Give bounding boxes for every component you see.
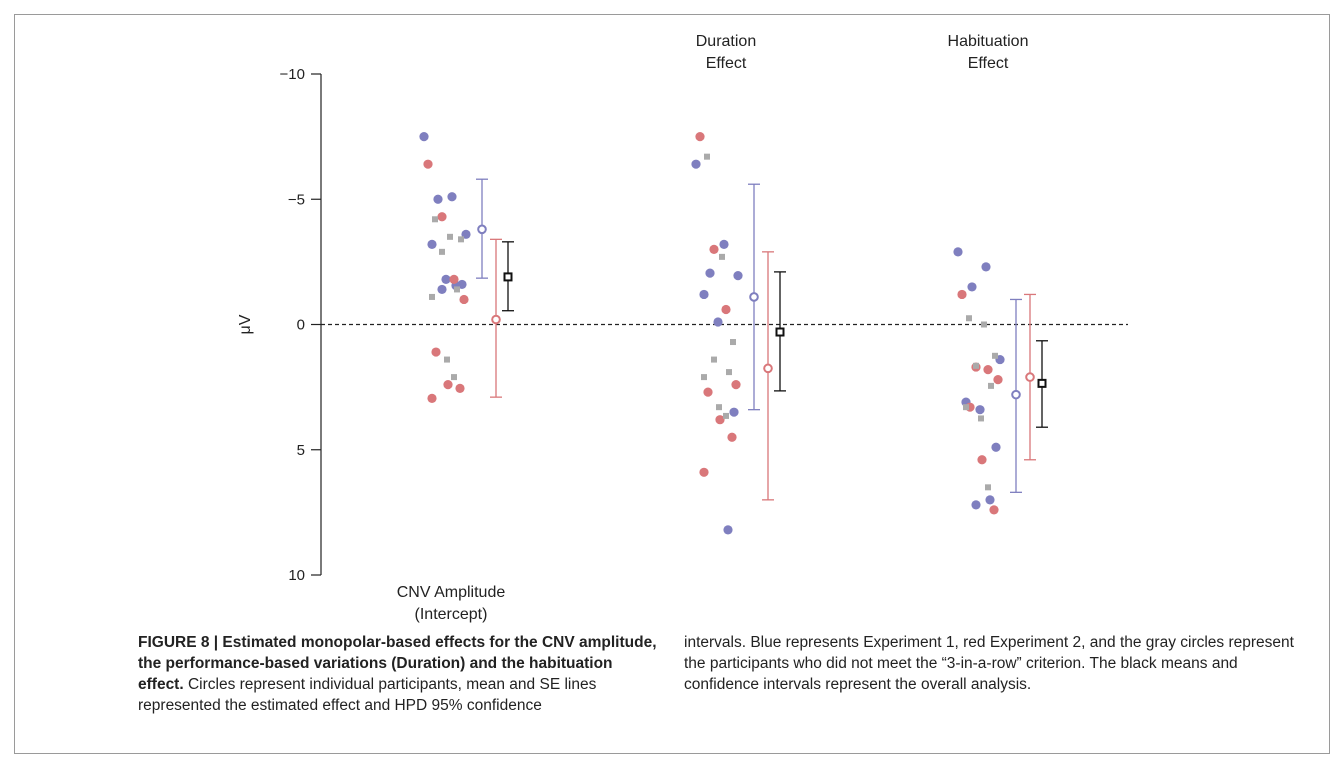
point-experiment-2: [727, 432, 737, 442]
caption-body-left: Circles represent individual participant…: [138, 676, 597, 714]
caption-right: intervals. Blue represents Experiment 1,…: [684, 632, 1294, 695]
group-label-habituation: Habituation: [948, 33, 1029, 50]
point-experiment-1: [985, 495, 995, 505]
point-experiment-1: [713, 317, 723, 327]
point-experiment-1: [441, 274, 451, 285]
y-tick-label: −10: [280, 66, 305, 83]
point-experiment-2: [459, 294, 469, 305]
estimate-experiment-2: [491, 314, 501, 325]
point-experiment-2: [721, 304, 731, 315]
point-experiment-2: [423, 159, 433, 169]
point-excluded-participants: [711, 356, 717, 363]
point-experiment-2: [699, 467, 709, 477]
point-excluded-participants: [988, 382, 994, 389]
estimate-experiment-2: [763, 363, 773, 374]
point-excluded-participants: [458, 236, 464, 243]
point-excluded-participants: [978, 415, 984, 422]
group-label-habituation: Effect: [968, 55, 1009, 72]
chart: −10 −5 0 5 10 μV CNV Amplitude (Intercept) Durat…: [237, 33, 1128, 623]
point-excluded-participants: [447, 233, 453, 240]
point-experiment-2: [443, 380, 453, 390]
point-excluded-participants: [981, 321, 987, 328]
point-excluded-participants: [726, 369, 732, 376]
point-excluded-participants: [454, 286, 460, 293]
caption-left: FIGURE 8 | Estimated monopolar-based eff…: [138, 632, 658, 716]
point-experiment-1: [729, 407, 739, 417]
point-excluded-participants: [723, 412, 729, 419]
point-experiment-1: [953, 247, 963, 257]
estimate-experiment-1: [749, 292, 759, 302]
point-experiment-1: [733, 271, 743, 281]
point-excluded-participants: [730, 339, 736, 346]
estimate-experiment-1: [477, 224, 487, 235]
point-experiment-2: [993, 375, 1003, 385]
estimate-experiment-2: [1025, 372, 1035, 382]
point-excluded-participants: [985, 484, 991, 491]
group-label-cnv: (Intercept): [415, 606, 488, 623]
point-experiment-1: [437, 284, 447, 295]
point-experiment-1: [723, 525, 733, 535]
point-experiment-2: [977, 455, 987, 465]
estimate-experiment-1: [1011, 389, 1021, 400]
point-experiment-1: [719, 239, 729, 249]
point-experiment-1: [705, 268, 715, 278]
group-label-duration: Duration: [696, 33, 756, 50]
point-experiment-2: [437, 212, 447, 222]
point-experiment-1: [699, 289, 709, 300]
point-excluded-participants: [439, 248, 445, 255]
point-experiment-2: [731, 380, 741, 390]
point-experiment-1: [419, 132, 429, 142]
point-excluded-participants: [992, 352, 998, 359]
y-tick-label: 0: [297, 317, 305, 334]
point-experiment-2: [983, 364, 993, 375]
point-excluded-participants: [432, 216, 438, 223]
point-experiment-2: [427, 393, 437, 403]
point-experiment-1: [691, 159, 701, 169]
caption-title: FIGURE 8 | Estimated monopolar-based eff…: [138, 634, 657, 693]
point-experiment-2: [455, 383, 465, 393]
estimate-overall: [1037, 378, 1047, 388]
point-excluded-participants: [973, 362, 979, 369]
estimate-overall: [775, 327, 785, 337]
figure-frame: [14, 14, 1330, 754]
point-experiment-2: [957, 289, 967, 300]
point-excluded-participants: [704, 153, 710, 160]
point-experiment-1: [427, 239, 437, 249]
point-experiment-1: [971, 500, 981, 510]
y-tick-label: −5: [288, 191, 305, 208]
point-experiment-2: [449, 274, 459, 285]
point-experiment-2: [695, 132, 705, 142]
point-experiment-1: [433, 194, 443, 204]
point-experiment-2: [709, 244, 719, 254]
point-excluded-participants: [716, 404, 722, 411]
point-experiment-2: [703, 387, 713, 397]
point-experiment-1: [447, 192, 457, 202]
point-excluded-participants: [701, 374, 707, 381]
point-experiment-1: [975, 405, 985, 415]
y-axis-label: μV: [237, 314, 254, 334]
group-label-cnv: CNV Amplitude: [397, 584, 506, 601]
point-experiment-2: [715, 415, 725, 425]
point-excluded-participants: [451, 374, 457, 381]
point-excluded-participants: [444, 356, 450, 363]
point-excluded-participants: [963, 404, 969, 411]
group-label-duration: Effect: [706, 55, 747, 72]
point-experiment-1: [967, 282, 977, 292]
point-excluded-participants: [719, 253, 725, 260]
point-experiment-1: [991, 442, 1001, 452]
estimate-overall: [503, 272, 513, 282]
point-experiment-2: [431, 347, 441, 357]
point-experiment-1: [981, 262, 991, 272]
y-tick-label: 10: [288, 567, 305, 584]
point-experiment-2: [989, 505, 999, 515]
point-excluded-participants: [966, 315, 972, 322]
y-tick-label: 5: [297, 442, 305, 459]
caption-body-right: intervals. Blue represents Experiment 1,…: [684, 634, 1294, 693]
point-excluded-participants: [429, 293, 435, 300]
